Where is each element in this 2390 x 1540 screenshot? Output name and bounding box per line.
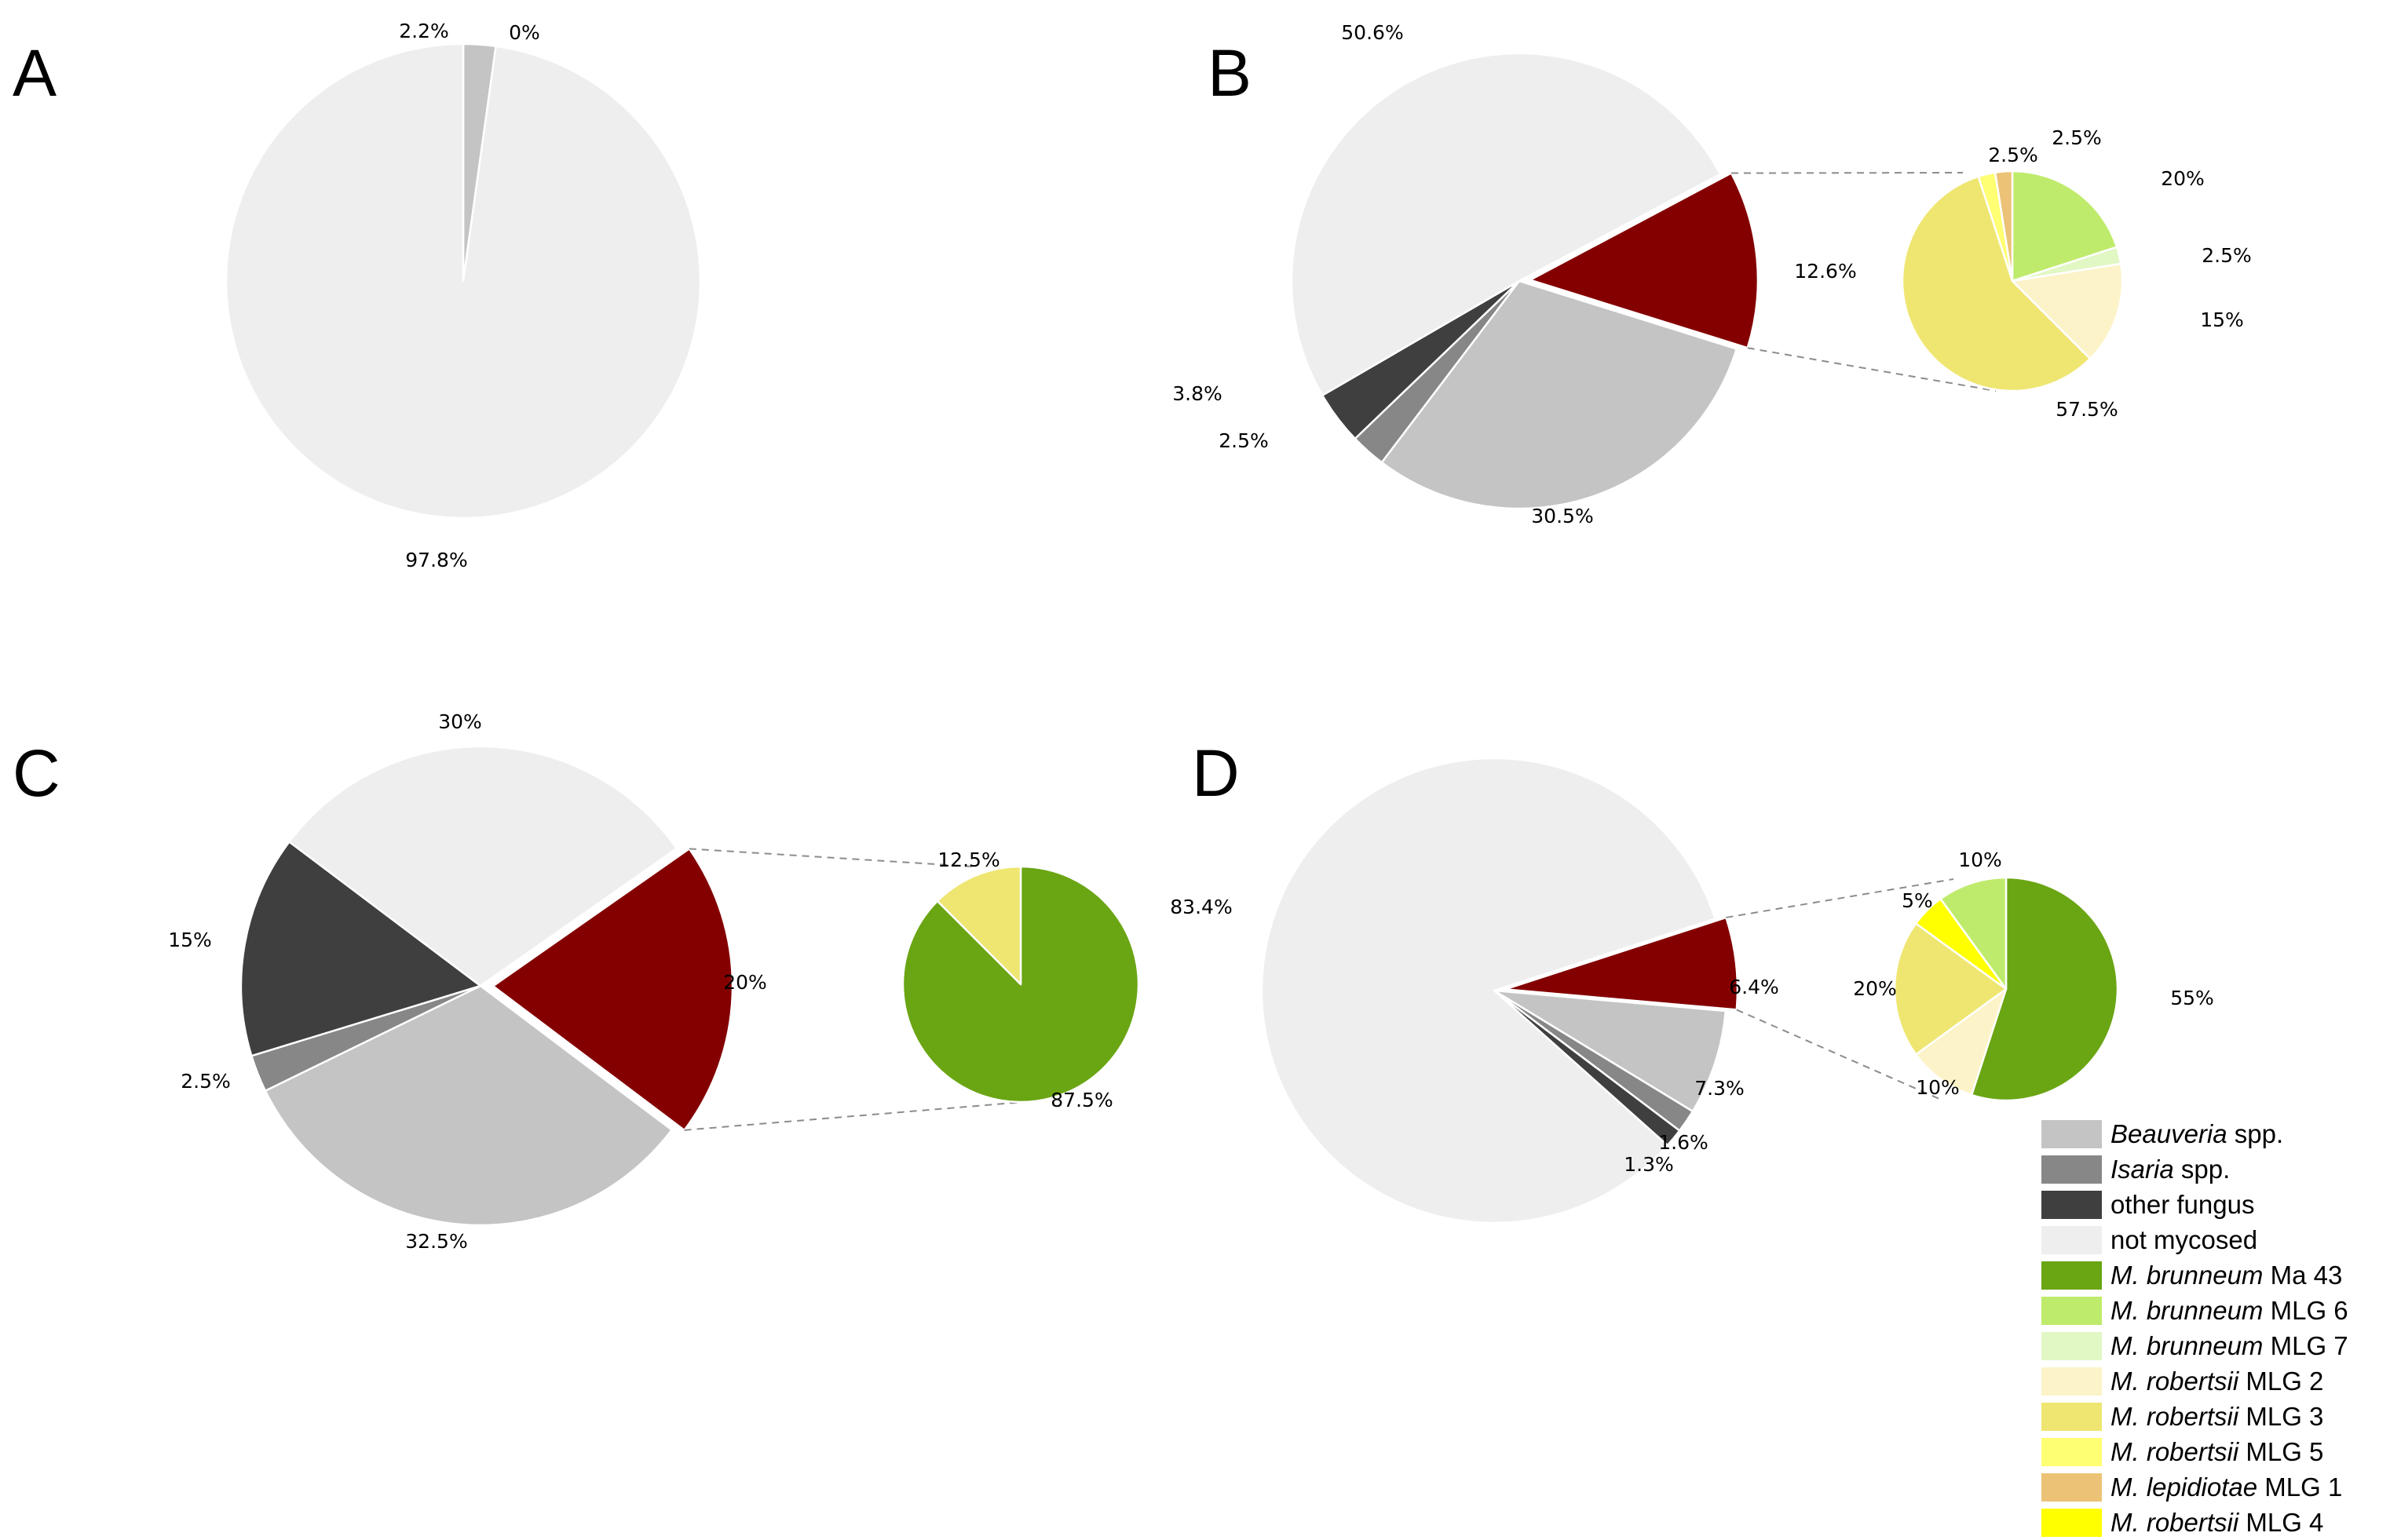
legend-label: Isaria spp. (2110, 1154, 2231, 1184)
pie-c-extra-label: 83.4% (1170, 896, 1232, 918)
legend-item: other fungus (2041, 1187, 2387, 1222)
pie-d-breakdown-slice-m-brunneum-ma-43 (1970, 876, 2119, 1102)
pie-c-connector-line-1 (689, 848, 974, 867)
legend-label: M. robertsii MLG 2 (2110, 1366, 2324, 1396)
pie-c-breakdown-label-m-robertsii-mlg-3: 12.5% (937, 848, 999, 871)
pie-d-main-label-other-fungus: 1.3% (1624, 1153, 1674, 1176)
pie-b-main-slice-beauveria-spp (1380, 279, 1738, 510)
legend: Beauveria spp. Isaria spp. other fungus not… (2041, 1116, 2387, 1540)
pie-c-main-label-beauveria-spp: 32.5% (405, 1230, 467, 1253)
pie-d-breakdown-slice-m-robertsii-mlg-3 (1893, 922, 2008, 1056)
legend-swatch (2041, 1190, 2102, 1219)
legend-item: Beauveria spp. (2041, 1116, 2387, 1151)
legend-item: Isaria spp. (2041, 1151, 2387, 1187)
pie-b-breakdown-label-m-brunneum-mlg-6: 20% (2161, 167, 2205, 190)
legend-item: M. robertsii MLG 2 (2041, 1363, 2387, 1399)
legend-item: not mycosed (2041, 1222, 2387, 1257)
legend-swatch (2041, 1472, 2102, 1502)
pie-b-breakdown-slice-m-robertsii-mlg-3 (1901, 175, 2092, 392)
legend-swatch (2041, 1296, 2102, 1325)
pie-d-breakdown-label-m-robertsii-mlg-2: 10% (1916, 1076, 1960, 1099)
pie-c-main-label-other-fungus: 15% (168, 929, 212, 951)
pie-b-breakdown-label-m-robertsii-mlg-3: 57.5% (2056, 398, 2118, 421)
legend-item: M. brunneum MLG 6 (2041, 1293, 2387, 1328)
legend-label: not mycosed (2110, 1224, 2258, 1254)
pie-c-breakdown-label-m-brunneum-ma-43: 87.5% (1051, 1089, 1113, 1111)
pie-d-main-slice-metarhizium-spp (1504, 916, 1739, 1011)
pie-b-main-label-beauveria-spp: 30.5% (1531, 505, 1593, 527)
legend-swatch (2041, 1225, 2102, 1254)
legend-item: M. robertsii MLG 3 (2041, 1399, 2387, 1434)
legend-label: M. robertsii MLG 5 (2110, 1436, 2324, 1466)
pie-b-breakdown-label-m-robertsii-mlg-2: 15% (2200, 308, 2244, 331)
pie-b-breakdown-label-m-brunneum-mlg-7: 2.5% (2202, 244, 2252, 267)
pie-c-main-slice-not-mycosed (288, 745, 678, 987)
pie-b-breakdown-label-m-robertsii-mlg-5: 2.5% (1988, 144, 2038, 166)
pie-b-main-label-other-fungus: 3.8% (1172, 382, 1222, 405)
pie-d-main-slice-not-mycosed (1260, 757, 1716, 1224)
pie-b-main-label-metarhizium-spp: 12.6% (1794, 260, 1856, 283)
pie-b-main-label-not-mycosed: 50.6% (1341, 21, 1403, 44)
legend-label: M. brunneum MLG 7 (2110, 1330, 2348, 1360)
pie-b-main-label-isaria-spp: 2.5% (1219, 429, 1269, 452)
pie-d-connector-line-1 (1726, 878, 1954, 918)
legend-swatch (2041, 1261, 2102, 1290)
legend-label: Beauveria spp. (2110, 1119, 2284, 1148)
pie-c-main-slice-other-fungus (239, 841, 482, 1057)
pie-b-breakdown-label-m-lepidiotae-mlg-1: 2.5% (2052, 126, 2102, 149)
pie-d-breakdown-label-m-brunneum-ma-43: 55% (2170, 987, 2214, 1009)
pie-c-breakdown-slice-m-robertsii-mlg-3 (936, 865, 1022, 986)
legend-label: M. robertsii MLG 3 (2110, 1401, 2324, 1431)
legend-label: M. lepidiotae MLG 1 (2110, 1472, 2343, 1502)
pie-charts: 2.2% 0% 97.8% 12.6% 30.5% 2.5% 3.8% 50.6% 20% 2.5… (168, 20, 2252, 1253)
panel-letter-a: A (13, 36, 57, 110)
pie-c-main-label-not-mycosed: 30% (438, 710, 482, 733)
legend-swatch (2041, 1367, 2102, 1396)
legend-item: M. robertsii MLG 4 (2041, 1505, 2387, 1540)
legend-item: M. lepidiotae MLG 1 (2041, 1469, 2387, 1505)
legend-item: M. brunneum MLG 7 (2041, 1328, 2387, 1363)
pie-a-main-label-beauveria-spp: 2.2% (399, 20, 449, 42)
legend-label: M. brunneum Ma 43 (2110, 1260, 2343, 1290)
pie-b-breakdown-slice-m-brunneum-mlg-6 (2011, 170, 2118, 283)
pie-d-breakdown-slice-m-brunneum-mlg-6 (1939, 876, 2008, 991)
legend-swatch (2041, 1119, 2102, 1148)
pie-d-breakdown-label-m-robertsii-mlg-4: 5% (1902, 889, 1933, 912)
pie-d-main-label-beauveria-spp: 7.3% (1694, 1077, 1745, 1100)
pie-d-main-label-metarhizium-spp: 6.4% (1729, 976, 1779, 998)
pie-d-breakdown-slice-m-robertsii-mlg-2 (1914, 987, 2008, 1097)
pie-b-breakdown-slice-m-lepidiotae-mlg-1 (1993, 170, 2014, 283)
pie-c-main-slice-metarhizium-spp (492, 848, 734, 1132)
pie-c-main-label-isaria-spp: 2.5% (181, 1070, 231, 1093)
pie-c-main-label-metarhizium-spp: 20% (723, 971, 767, 994)
pie-b-main-slice-not-mycosed (1290, 52, 1722, 396)
legend-item: M. brunneum Ma 43 (2041, 1257, 2387, 1293)
pie-d-main-label-isaria-spp: 1.6% (1658, 1131, 1708, 1154)
pie-b-main-slice-metarhizium-spp (1529, 172, 1760, 349)
pie-d-breakdown-label-m-robertsii-mlg-3: 20% (1853, 977, 1897, 1000)
legend-swatch (2041, 1508, 2102, 1537)
panel-letter-d: D (1192, 736, 1240, 810)
legend-label: M. brunneum MLG 6 (2110, 1295, 2348, 1325)
panel-letter-b: B (1208, 36, 1252, 110)
pie-c-connector-line-2 (684, 1101, 1025, 1131)
pie-a-main-label-not-mycosed: 97.8% (405, 549, 467, 571)
pie-d-breakdown-label-m-brunneum-mlg-6: 10% (1958, 848, 2002, 871)
legend-label: M. robertsii MLG 4 (2110, 1507, 2324, 1537)
pie-a-main-label-metarhizium-spp: 0% (509, 21, 540, 44)
panel-letter-c: C (13, 736, 60, 810)
legend-item: M. robertsii MLG 5 (2041, 1434, 2387, 1469)
pie-d-main-slice-beauveria-spp (1493, 989, 1727, 1113)
pie-a-main-slice-not-mycosed (225, 42, 702, 520)
legend-swatch (2041, 1402, 2102, 1431)
legend-swatch (2041, 1331, 2102, 1360)
pie-c-main-slice-beauveria-spp (264, 984, 673, 1227)
pie-b-breakdown-slice-m-robertsii-mlg-2 (2011, 262, 2124, 360)
pie-b-connector-line-2 (1747, 347, 1997, 392)
legend-swatch (2041, 1155, 2102, 1184)
legend-swatch (2041, 1437, 2102, 1466)
legend-label: other fungus (2110, 1189, 2255, 1219)
